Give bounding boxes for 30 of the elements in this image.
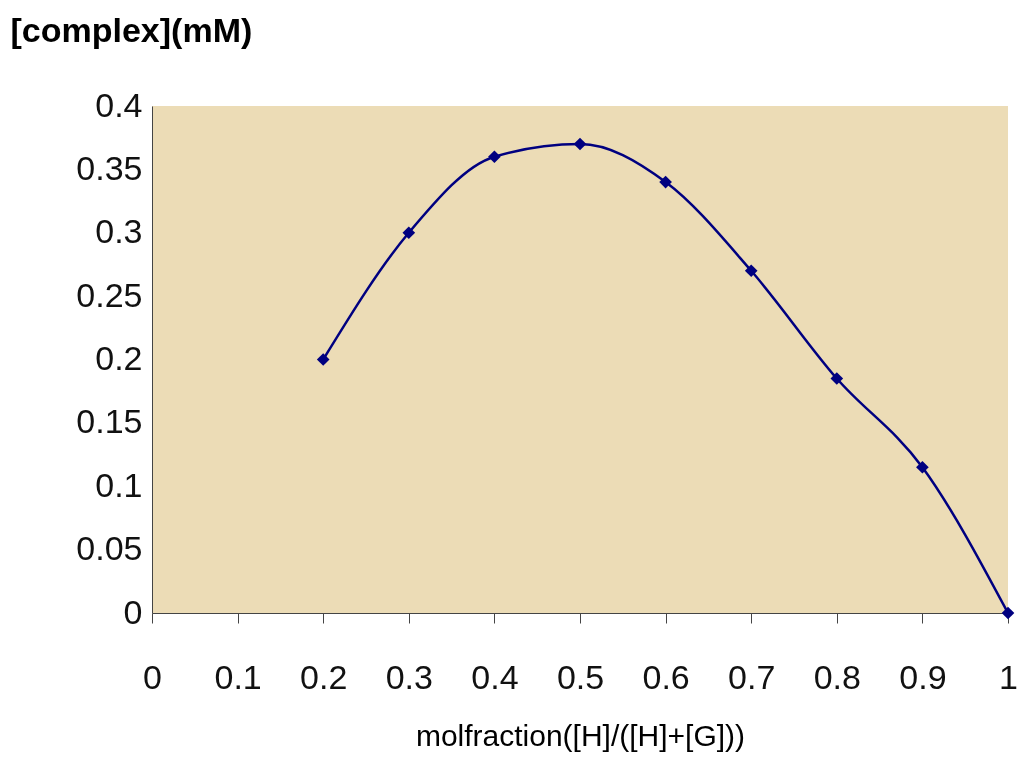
point <box>488 150 501 164</box>
x-tick-label: 0.7 <box>728 657 776 696</box>
point <box>316 353 330 366</box>
y-tick-label: 0.4 <box>95 85 143 124</box>
point <box>830 372 844 385</box>
y-tick-label: 0.05 <box>76 529 143 568</box>
y-tick-label: 0 <box>123 592 143 631</box>
x-tick-label: 0.8 <box>813 657 861 696</box>
x-tick-label: 0.1 <box>214 657 262 696</box>
x-tick-label: 1 <box>999 657 1018 696</box>
y-axis-title: [complex](mM) <box>10 10 253 49</box>
point <box>744 264 758 278</box>
y-tick-label: 0.1 <box>95 465 143 504</box>
x-tick-label: 0.4 <box>471 657 519 696</box>
point <box>659 175 672 189</box>
x-tick-label: 0.3 <box>385 657 433 696</box>
x-tick-label: 0.9 <box>899 657 947 696</box>
y-tick-label: 0.3 <box>95 212 143 251</box>
point <box>402 226 416 240</box>
y-tick-label: 0.15 <box>76 402 143 441</box>
x-tick-label: 0.2 <box>300 657 348 696</box>
point <box>573 137 587 151</box>
y-tick-label: 0.35 <box>76 148 143 187</box>
x-axis-title: molfraction([H]/([H]+[G])) <box>415 718 746 752</box>
y-tick-label: 0.25 <box>76 275 143 314</box>
y-tick-label: 0.2 <box>95 339 143 377</box>
x-tick-label: 0.6 <box>642 657 690 696</box>
x-tick-label: 0.5 <box>556 657 605 696</box>
point <box>1001 606 1015 620</box>
point <box>916 460 929 474</box>
